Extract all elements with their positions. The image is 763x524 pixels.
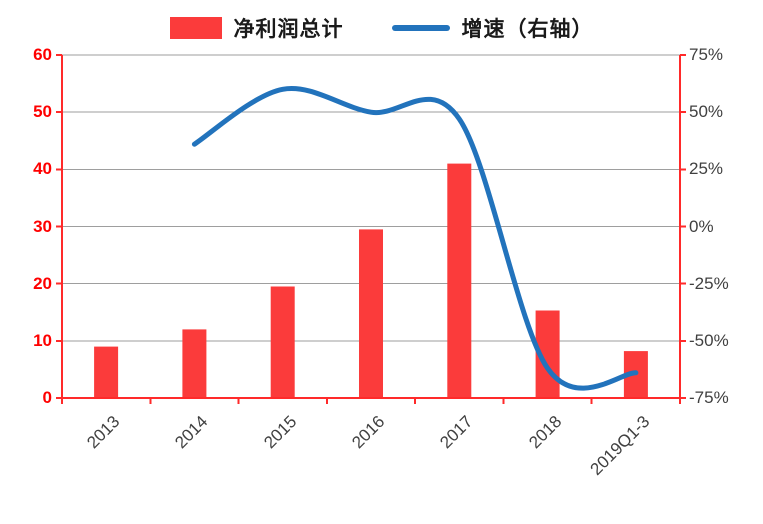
right-axis-label-50%: 50% <box>689 102 724 122</box>
left-axis-label-30: 30 <box>33 216 52 236</box>
right-axis-label--25%: -25% <box>689 273 729 293</box>
line-series-swatch <box>391 25 450 31</box>
left-axis-label-60: 60 <box>33 45 52 64</box>
bar-2013 <box>94 346 119 398</box>
right-axis-label-25%: 25% <box>689 159 724 179</box>
growth-line <box>191 86 639 391</box>
left-axis-label-10: 10 <box>33 330 52 350</box>
left-axis-label-0: 0 <box>42 388 52 407</box>
right-axis-label-0%: 0% <box>689 216 714 236</box>
left-axis-label-20: 20 <box>33 273 52 293</box>
right-axis-label--50%: -50% <box>689 330 729 350</box>
left-axis-label-40: 40 <box>33 159 52 179</box>
legend: 净利润总计 增速（右轴） <box>0 8 763 48</box>
line-series-label: 增速（右轴） <box>461 18 594 41</box>
legend-item-line: 增速（右轴） <box>391 13 594 43</box>
bar-2014 <box>182 329 207 398</box>
left-axis-label-50: 50 <box>33 102 52 122</box>
bar-2016 <box>359 229 383 398</box>
bar-2017 <box>447 163 472 398</box>
right-axis-label--75%: -75% <box>689 388 729 407</box>
bar-series-label: 净利润总计 <box>233 18 344 41</box>
bar-2015 <box>270 286 295 398</box>
bar-series-swatch <box>169 17 222 39</box>
legend-item-bars: 净利润总计 <box>169 13 344 43</box>
right-axis-label-75%: 75% <box>689 45 724 64</box>
